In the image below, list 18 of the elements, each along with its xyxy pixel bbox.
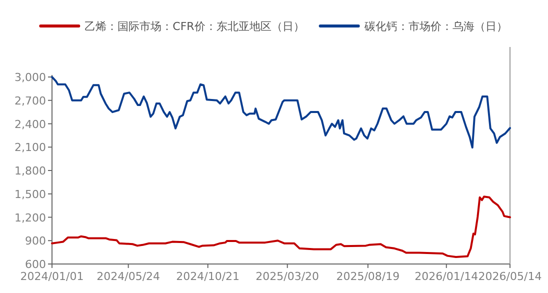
y-tick-label: 3,000 — [14, 71, 46, 84]
x-tick-label: 2026/01/14 — [414, 270, 478, 283]
y-tick-label: 1,200 — [14, 211, 46, 224]
x-tick-label: 2024/01/01 — [20, 270, 84, 283]
legend-label: 碳化钙：市场价：乌海（日） — [363, 20, 508, 33]
y-tick-label: 2,700 — [14, 94, 46, 108]
y-tick-label: 1,800 — [14, 164, 46, 178]
x-tick-label: 2024/05/24 — [96, 270, 160, 283]
y-tick-label: 1,500 — [14, 188, 46, 201]
x-tick-label: 2024/10/21 — [176, 270, 240, 283]
y-tick-label: 2,100 — [14, 141, 46, 154]
y-tick-label: 2,400 — [14, 118, 46, 131]
x-tick-label: 2025/08/19 — [336, 270, 400, 283]
y-tick-label: 900 — [25, 234, 46, 248]
x-tick-label: 2026/05/14 — [478, 270, 542, 283]
legend-label: 乙烯：国际市场：CFR价：东北亚地区（日） — [84, 20, 304, 33]
y-tick-label: 600 — [25, 258, 46, 271]
x-tick-label: 2025/03/20 — [256, 270, 320, 283]
